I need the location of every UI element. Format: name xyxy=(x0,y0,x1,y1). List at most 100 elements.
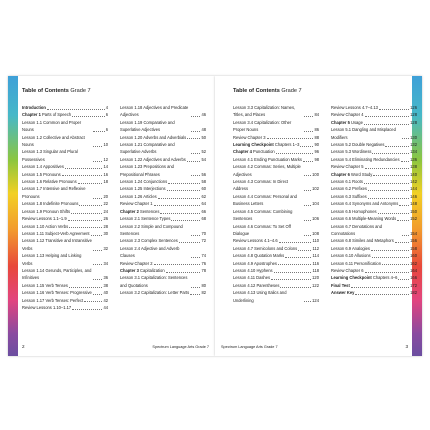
entry-page: 66 xyxy=(201,208,206,214)
entry-page: 118 xyxy=(312,267,319,273)
toc-entry: Review Chapter 5 138 xyxy=(331,163,417,170)
leader-dots xyxy=(46,108,105,110)
entry-lead: Chapter 6 xyxy=(331,171,350,177)
entry-text: Lesson 1.13 Helping and Linking Verbs xyxy=(22,253,82,266)
entry-text: Review Chapter 6 xyxy=(331,267,364,273)
toc-entry: Lesson 3.1 Capitalization: Sentences and… xyxy=(120,274,206,289)
entry-page: 156 xyxy=(410,238,417,244)
leader-dots xyxy=(266,138,314,140)
entry-page: 132 xyxy=(410,142,417,148)
entry-label: Final Test xyxy=(331,282,350,289)
toc-entry: Lesson 4.11 Dashes 120 xyxy=(233,274,319,281)
leader-dots xyxy=(79,205,103,207)
entry-page: 134 xyxy=(410,149,417,155)
entry-label: Lesson 1.19 Comparative and Superlative … xyxy=(120,119,190,134)
toc-entry: Chapter 1 Parts of Speech 6 xyxy=(22,111,108,118)
entry-text: Review Chapter 5 xyxy=(331,164,364,170)
toc-column: Lesson 3.3 Capitalization: Names, Titles… xyxy=(233,104,319,304)
entry-text: Lesson 1.12 Transitive and Intransitive … xyxy=(22,238,92,251)
entry-text: Review Chapter 2 xyxy=(120,260,153,266)
entry-page: 128 xyxy=(410,112,417,118)
leader-dots xyxy=(304,131,314,133)
toc-entry: Lesson 4.10 Hyphens 118 xyxy=(233,267,319,274)
entry-label: Lesson 1.11 Subject-Verb Agreement xyxy=(22,230,90,237)
leader-dots xyxy=(371,256,410,258)
entry-label: Lesson 4.1 Ending Punctuation Marks xyxy=(233,156,302,163)
toc-entry: Lesson 1.19 Comparative and Superlative … xyxy=(120,119,206,134)
entry-page: 32 xyxy=(103,245,108,251)
entry-page: 130 xyxy=(410,134,417,140)
leader-dots xyxy=(355,293,410,295)
entry-page: 128 xyxy=(410,119,417,125)
entry-label: Lesson 1.22 Adjectives and Adverbs xyxy=(120,156,186,163)
toc-entry: Lesson 1.20 Adverbs and Adverbials 50 xyxy=(120,134,206,141)
toc-entry: Chapter 6 Word Study 140 xyxy=(331,171,417,178)
entry-label: Lesson 1.13 Helping and Linking Verbs xyxy=(22,252,92,267)
leader-dots xyxy=(304,301,312,303)
leader-dots xyxy=(69,227,103,229)
entry-text: Lesson 1.1 Common and Proper Nouns xyxy=(22,119,82,133)
entry-label: Lesson 4.3 Commas: In Direct Address xyxy=(233,178,303,193)
entry-label: Chapter 5 Usage xyxy=(331,119,363,126)
entry-label: Lesson 1.17 Verb Tenses: Perfect xyxy=(22,297,83,304)
toc-entry: Lesson 1.10 Action Verbs 28 xyxy=(22,223,108,230)
entry-text: Lesson 4.6 Commas: To Set Off Dialogue xyxy=(233,223,291,236)
leader-dots xyxy=(171,219,201,221)
leader-dots xyxy=(72,116,105,118)
entry-page: 116 xyxy=(312,260,319,266)
toc-entry: Review Lessons 1.1–1.9 26 xyxy=(22,215,108,222)
entry-page: 106 xyxy=(312,216,319,222)
toc-column: Review Lessons 4.7–4.13 126 Review Chapter… xyxy=(331,104,417,297)
entry-page: 162 xyxy=(410,260,417,266)
entry-label: Lesson 2.4 Adjective and Adverb Clauses xyxy=(120,245,190,260)
entry-label: Lesson 1.1 Common and Proper Nouns xyxy=(22,119,92,134)
entry-page: 54 xyxy=(201,156,206,162)
toc-entry: Lesson 4.2 Commas: Series, Multiple Adje… xyxy=(233,163,319,178)
toc-entry: Lesson 6.1 Roots 142 xyxy=(331,178,417,185)
leader-dots xyxy=(90,234,103,236)
entry-label: Lesson 6.5 Homophones xyxy=(331,208,377,215)
leader-dots xyxy=(166,190,201,192)
leader-dots xyxy=(67,219,103,221)
leader-dots xyxy=(93,197,103,199)
entry-text: Lesson 2.2 Simple and Compound Sentences xyxy=(120,223,183,236)
leader-dots xyxy=(157,197,201,199)
toc-entry: Lesson 6.10 Allusions 160 xyxy=(331,252,417,259)
toc-entry: Review Lessons 4.7–4.13 126 xyxy=(331,104,417,111)
entry-page: 6 xyxy=(105,112,108,118)
entry-text: Lesson 1.24 Conjunctions xyxy=(120,179,168,185)
entry-text: Lesson 4.2 Commas: Series, Multiple Adje… xyxy=(233,164,301,177)
entry-text: Review Lessons 1.1–1.9 xyxy=(22,216,67,222)
toc-entry: Lesson 4.5 Commas: Combining Sentences 10… xyxy=(233,208,319,223)
title-text: Table of Contents xyxy=(233,88,280,94)
leader-dots xyxy=(304,116,314,118)
entry-label: Lesson 1.26 Articles xyxy=(120,193,157,200)
leader-dots xyxy=(277,264,312,266)
entry-text: Lesson 4.4 Commas: Personal and Business… xyxy=(233,193,297,207)
leader-dots xyxy=(64,168,103,170)
entry-text: Lesson 3.4 Capitalization: Other Proper … xyxy=(233,119,292,133)
entry-text: Lesson 4.13 Using Italics and Underlinin… xyxy=(233,290,287,303)
leader-dots xyxy=(364,116,410,118)
entry-label: Lesson 4.8 Quotation Marks xyxy=(233,252,284,259)
entry-text: Lesson 6.4 Synonyms and Antonyms xyxy=(331,201,399,207)
toc-entry: Chapter 2 Sentences 66 xyxy=(120,208,206,215)
entry-label: Lesson 1.20 Adverbs and Adverbials xyxy=(120,134,186,141)
entry-page: 138 xyxy=(410,164,417,170)
leader-dots xyxy=(304,175,312,177)
toc-entry: Lesson 5.4 Eliminating Redundancies 136 xyxy=(331,156,417,163)
entry-label: Lesson 1.7 Intensive and Reflexive Prono… xyxy=(22,185,92,200)
leader-dots xyxy=(285,256,312,258)
entry-text: Lesson 1.11 Subject-Verb Agreement xyxy=(22,230,90,236)
page-number: 2 xyxy=(22,344,25,349)
entry-text: Sentences xyxy=(140,208,160,214)
leader-dots xyxy=(191,175,201,177)
entry-text: Review Chapter 4 xyxy=(331,112,364,118)
entry-text: Lesson 1.6 Relative Pronouns xyxy=(22,179,77,185)
toc-entry: Lesson 1.24 Conjunctions 58 xyxy=(120,178,206,185)
leader-dots xyxy=(93,131,105,133)
entry-text: Lesson 1.8 Indefinite Pronouns xyxy=(22,201,79,207)
entry-text: Lesson 1.4 Appositives xyxy=(22,164,64,170)
entry-page: 72 xyxy=(201,238,206,244)
entry-page: 86 xyxy=(314,127,319,133)
